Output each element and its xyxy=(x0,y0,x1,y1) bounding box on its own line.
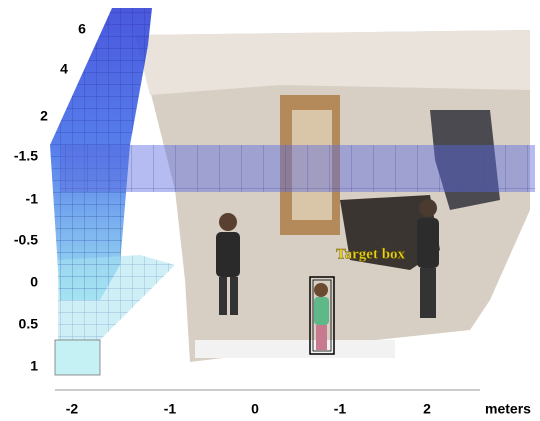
y-label: -1.5 xyxy=(14,148,38,164)
child xyxy=(314,283,329,350)
y-label: -0.5 xyxy=(14,232,38,248)
x-label: 0 xyxy=(251,401,259,417)
depth-label: 4 xyxy=(60,61,68,77)
figure: Target box 6 4 2 -1.5 -1 -0.5 0 0.5 1 -2… xyxy=(0,0,540,421)
y-label: 0.5 xyxy=(19,316,39,332)
depth-label: 2 xyxy=(40,108,48,124)
x-label: -1 xyxy=(164,401,177,417)
point-cloud xyxy=(135,30,530,362)
y-label: 0 xyxy=(30,274,38,290)
y-label: -1 xyxy=(26,191,39,207)
x-label: 2 xyxy=(423,401,431,417)
x-label: -2 xyxy=(66,401,79,417)
x-unit: meters xyxy=(485,401,531,417)
x-label: -1 xyxy=(334,401,347,417)
annotation: Target box xyxy=(336,246,406,262)
y-label: 1 xyxy=(30,358,38,374)
depth-label: 6 xyxy=(78,21,86,37)
